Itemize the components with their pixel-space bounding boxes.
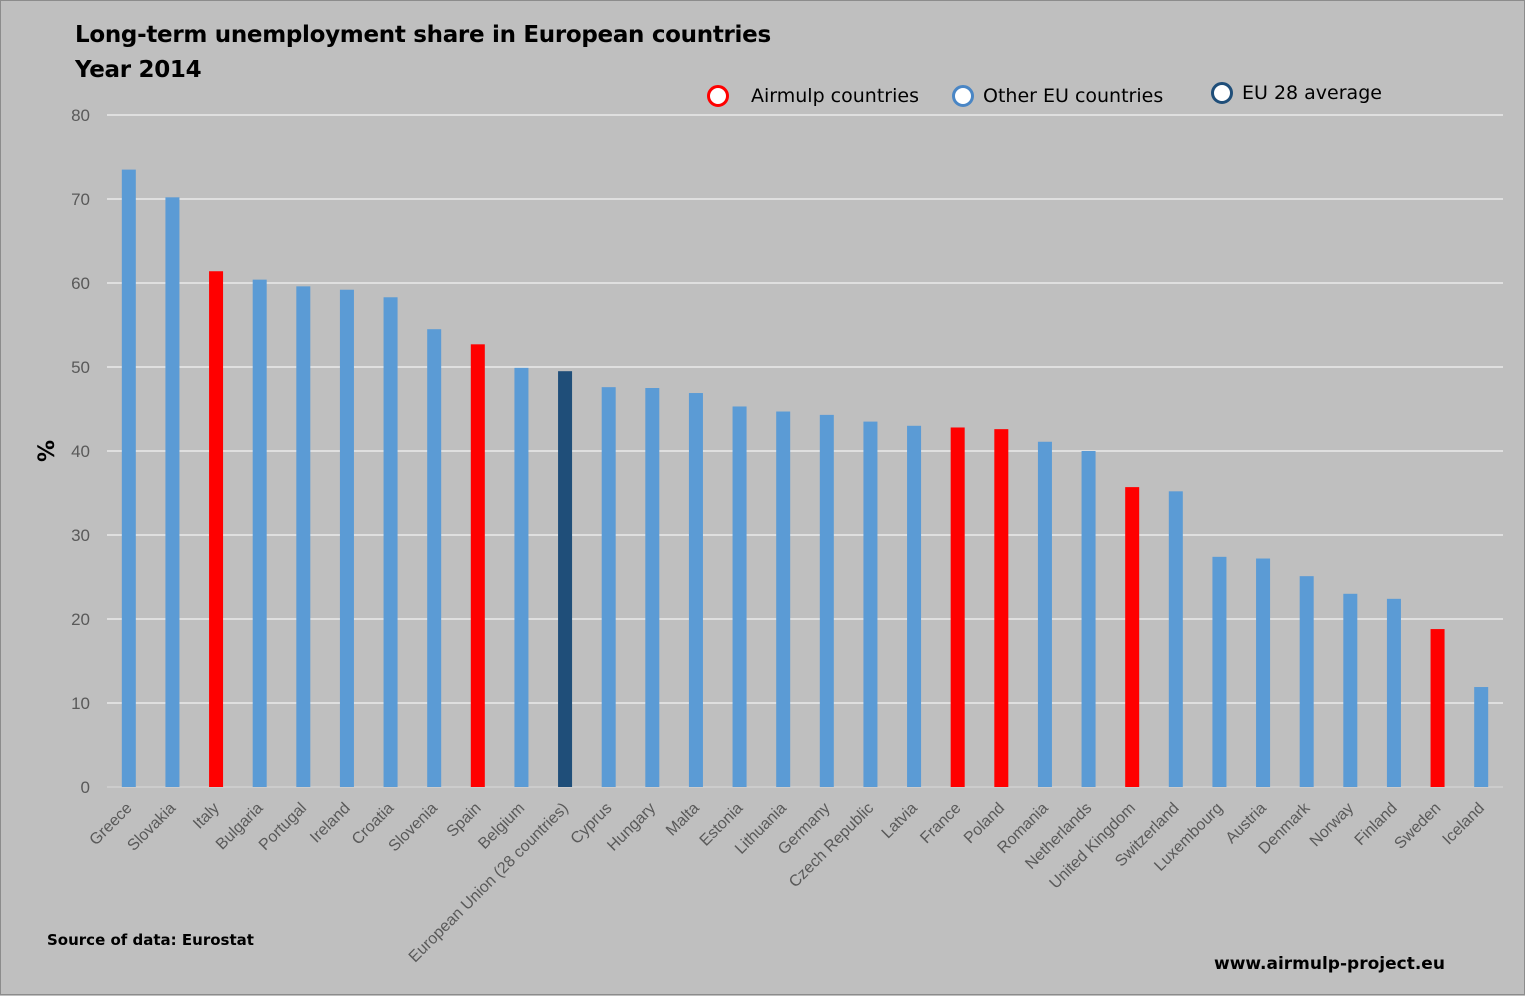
bar-other	[688, 393, 703, 787]
x-tick-label: Ireland	[307, 800, 354, 847]
bar-other	[1081, 451, 1096, 787]
bar-other	[601, 387, 616, 787]
bar-eu_average	[558, 371, 573, 787]
x-tick-label: Portugal	[256, 800, 310, 854]
x-tick-label: Malta	[663, 800, 703, 840]
chart-title: Long-term unemployment share in European…	[75, 22, 771, 48]
bar-other	[514, 367, 529, 787]
x-tick-label: Hungary	[604, 800, 659, 855]
bar-other	[165, 197, 180, 787]
bar-other	[1299, 576, 1314, 787]
y-tick-label: 20	[71, 610, 90, 629]
legend-label-eu-average: EU 28 average	[1242, 82, 1382, 104]
y-axis-title: %	[35, 440, 60, 462]
legend-marker-other	[952, 85, 974, 107]
y-tick-label: 0	[81, 778, 90, 797]
bar-other	[907, 425, 922, 787]
bar-other	[383, 297, 398, 787]
legend-item-eu-average: EU 28 average	[1211, 82, 1382, 104]
x-tick-label: Sweden	[1391, 800, 1444, 853]
bar-other	[819, 414, 834, 787]
bar-other	[427, 329, 442, 787]
bar-airmulp	[209, 271, 224, 787]
x-tick-label: France	[917, 800, 964, 847]
x-tick-label: Slovenia	[386, 800, 441, 855]
x-tick-label: Slovakia	[124, 800, 179, 855]
bar-airmulp	[1125, 487, 1140, 787]
y-tick-label: 70	[71, 190, 90, 209]
y-tick-label: 30	[71, 526, 90, 545]
y-tick-label: 10	[71, 694, 90, 713]
bar-airmulp	[994, 429, 1009, 787]
y-tick-label: 60	[71, 274, 90, 293]
bar-other	[732, 406, 747, 787]
legend-label-other: Other EU countries	[983, 85, 1164, 107]
x-tick-label: Norway	[1307, 800, 1357, 850]
source-note: Source of data: Eurostat	[47, 931, 254, 949]
bar-other	[252, 279, 267, 787]
bar-other	[1343, 593, 1358, 787]
bar-other	[1474, 687, 1489, 787]
legend-item-airmulp: Airmulp countries	[707, 85, 919, 107]
chart-subtitle: Year 2014	[75, 57, 202, 83]
bar-other	[121, 169, 136, 788]
bar-other	[776, 411, 791, 787]
bar-airmulp	[950, 427, 965, 787]
x-tick-label: Spain	[444, 800, 485, 841]
bar-other	[1037, 441, 1052, 787]
y-tick-label: 40	[71, 442, 90, 461]
legend-marker-airmulp	[707, 85, 729, 107]
website-link[interactable]: www.airmulp-project.eu	[1214, 954, 1445, 974]
x-tick-label: Iceland	[1440, 800, 1489, 849]
bar-airmulp	[1430, 629, 1445, 787]
legend-item-other: Other EU countries	[952, 85, 1163, 107]
bar-other	[1386, 598, 1401, 787]
y-tick-label: 80	[71, 106, 90, 125]
bar-other	[1256, 558, 1271, 787]
bar-other	[339, 289, 354, 787]
x-tick-label: Italy	[190, 800, 223, 833]
bar-other	[296, 286, 311, 787]
x-tick-label: European Union (28 countries)	[406, 800, 572, 966]
legend-label-airmulp: Airmulp countries	[751, 85, 919, 107]
legend-marker-eu-average	[1211, 82, 1233, 104]
bar-other	[645, 388, 660, 787]
y-tick-label: 50	[71, 358, 90, 377]
bar-other	[1168, 491, 1183, 787]
bar-airmulp	[470, 344, 485, 787]
x-tick-label: Latvia	[879, 800, 921, 842]
bar-other	[863, 421, 878, 787]
bar-other	[1212, 556, 1227, 787]
